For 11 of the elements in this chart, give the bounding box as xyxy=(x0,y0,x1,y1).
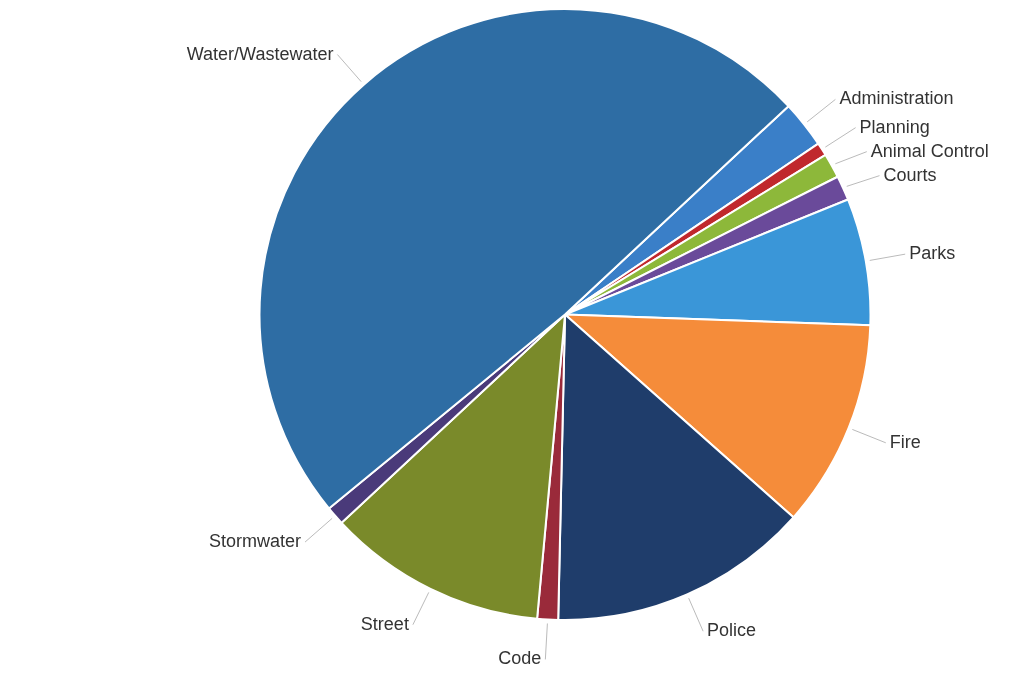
slice-label: Street xyxy=(360,613,409,634)
slice-label: Courts xyxy=(883,164,937,185)
slice-label: Parks xyxy=(909,243,956,264)
slice-label: Administration xyxy=(839,88,954,109)
slice-label: Police xyxy=(707,620,757,641)
slice-label: Animal Control xyxy=(870,140,989,161)
slice-label: Code xyxy=(498,648,542,669)
slice-label: Water/Wastewater xyxy=(186,43,334,64)
slice-label: Stormwater xyxy=(209,531,302,552)
slice-label: Planning xyxy=(859,116,930,137)
slice-label: Fire xyxy=(889,431,921,452)
